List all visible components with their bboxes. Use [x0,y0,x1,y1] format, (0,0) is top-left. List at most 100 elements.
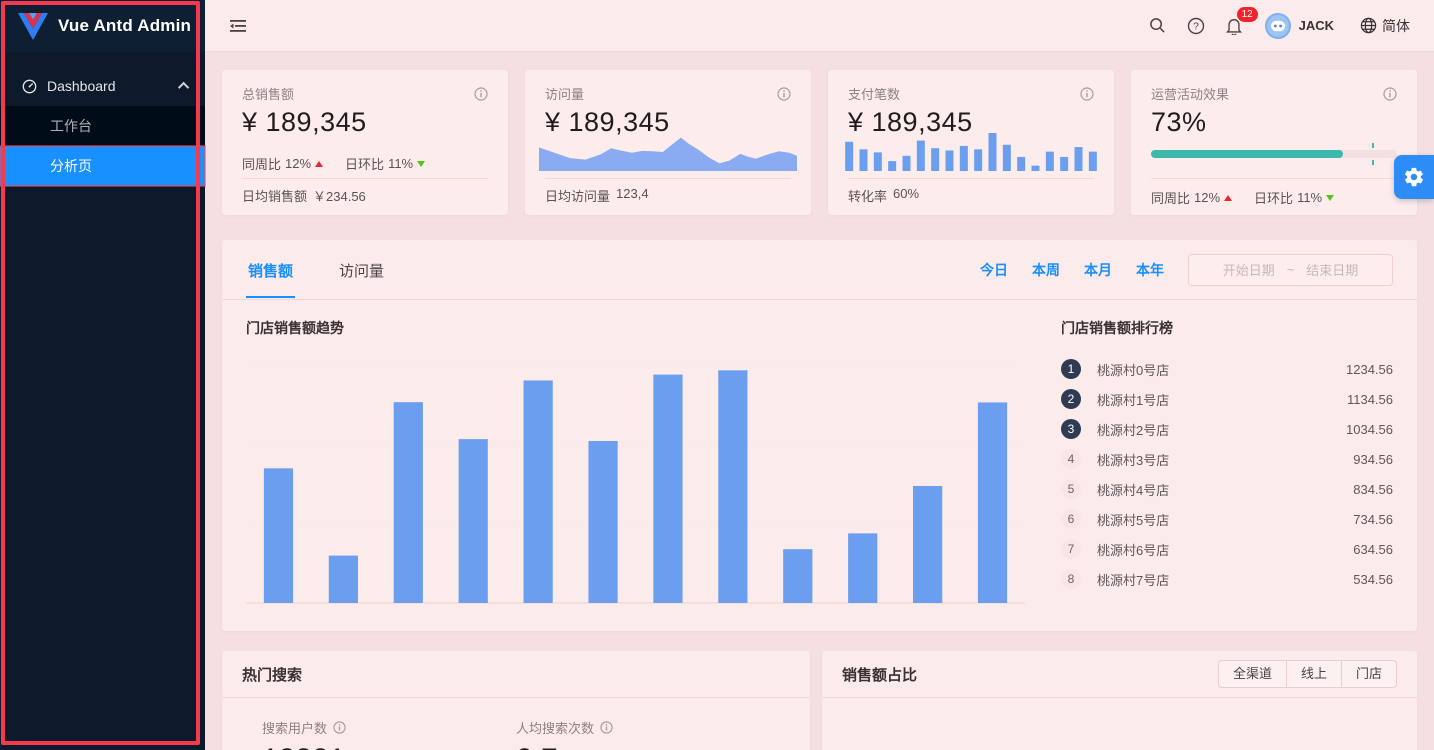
bar [523,380,553,603]
bar [959,145,968,171]
stat-title: 支付笔数 [848,87,901,102]
info-icon[interactable] [1383,86,1397,101]
bar [988,133,997,171]
info-icon[interactable] [333,721,346,734]
sidebar-item-label: Dashboard [47,78,116,94]
language-switcher[interactable]: 简体 [1346,16,1410,36]
sidebar: Vue Antd Admin Dashboard 工作台 分析页 [0,0,206,750]
stats-row: 总销售额 ¥ 189,345 同周比 12% 日环比 11% [222,70,1417,215]
stat-footer: 转化率 60% [848,186,920,204]
theme-settings-button[interactable] [1394,155,1434,199]
notification-badge: 12 [1236,6,1258,22]
bar [588,440,618,603]
list-item: 7 桃源村6号店 634.56 [1061,534,1393,564]
stat-card-activity-effect: 运营活动效果 73% 同周比 12% [1131,70,1417,215]
info-icon[interactable] [777,86,791,101]
ranking-list: 1 桃源村0号店 1234.56 2 桃源村1号店 1134.56 3 桃源村2号店 103… [1061,354,1393,594]
bar [1074,147,1083,171]
bar [1045,151,1054,171]
sidebar-item-analysis[interactable]: 分析页 [0,145,206,187]
globe-icon [1360,17,1377,34]
store-sales-bar-chart [246,361,1025,604]
channel-store-button[interactable]: 门店 [1341,660,1397,688]
date-range-picker[interactable]: 开始日期 ~ 结束日期 [1188,253,1393,286]
range-week[interactable]: 本周 [1032,261,1060,278]
help-icon[interactable]: ? [1177,0,1215,52]
info-icon[interactable] [600,721,613,734]
stat-value: ¥ 189,345 [545,107,670,137]
bar [848,533,878,603]
bar [458,439,488,603]
bar [783,549,813,603]
stat-value: ¥ 189,345 [242,107,367,137]
range-year[interactable]: 本年 [1136,261,1164,278]
sidebar-menu: Dashboard 工作台 分析页 [0,66,206,187]
sidebar-item-dashboard[interactable]: Dashboard [0,66,205,106]
tab-sales[interactable]: 销售额 [246,242,296,298]
bar [916,140,925,171]
metric-search-per-user: 人均搜索次数 2.7 71.2 [516,718,770,750]
bar [931,148,940,171]
stat-title: 运营活动效果 [1151,87,1230,102]
dashboard-icon [22,79,37,93]
hot-search-panel: 热门搜索 搜索用户数 12321 [222,651,810,750]
caret-up-icon [1224,194,1233,201]
stat-title: 访问量 [545,87,585,102]
bar [974,149,983,171]
avatar [1264,12,1291,39]
caret-down-icon [417,160,426,167]
list-item: 6 桃源村5号店 734.56 [1061,504,1393,534]
stat-footer: 日均访问量 123,4 [545,186,649,204]
bar [977,402,1008,603]
date-separator: ~ [1286,262,1295,277]
list-item: 1 桃源村0号店 1234.56 [1061,354,1393,384]
menu-fold-icon[interactable] [229,17,247,35]
ranking-panel: 门店销售额排行榜 1 桃源村0号店 1234.56 2 桃源村1号店 1134.56 3… [1061,318,1393,618]
bar [873,152,882,171]
range-month[interactable]: 本月 [1084,261,1112,278]
trend-week: 同周比 12% [1151,188,1233,207]
app-title: Vue Antd Admin [58,16,192,35]
trend-day: 日环比 11% [345,154,426,173]
channel-all-button[interactable]: 全渠道 [1217,660,1287,688]
bar [328,555,358,603]
divider [545,178,791,179]
channel-online-button[interactable]: 线上 [1286,660,1342,688]
stat-value: ¥ 189,345 [848,107,973,137]
list-item: 3 桃源村2号店 1034.56 [1061,414,1393,444]
sidebar-item-workbench[interactable]: 工作台 [50,118,92,134]
info-icon[interactable] [1080,86,1094,101]
stat-footer: 日均销售额 ￥234.56 [242,189,366,204]
search-icon[interactable] [1139,0,1177,52]
bottom-row: 热门搜索 搜索用户数 12321 [222,651,1417,750]
range-today[interactable]: 今日 [980,261,1008,278]
sales-ratio-title: 销售额占比 [842,666,918,684]
sales-panel: 销售额 访问量 今日 本周 本月 本年 开始日期 ~ 结束日期 门店销售额趋势 [222,240,1417,631]
list-item: 4 桃源村3号店 934.56 [1061,444,1393,474]
tab-visits[interactable]: 访问量 [339,263,385,280]
vue-logo-icon [18,12,48,40]
bar [913,485,943,603]
bar [1002,144,1011,171]
area-fill [539,137,797,171]
end-date-placeholder: 结束日期 [1306,263,1359,278]
gear-icon [1404,167,1423,187]
info-icon[interactable] [474,86,488,101]
sidebar-submenu: 工作台 分析页 [0,106,206,187]
list-item: 8 桃源村7号店 534.56 [1061,564,1393,594]
tabs-bar: 销售额 访问量 今日 本周 本月 本年 开始日期 ~ 结束日期 [222,240,1417,300]
bar [1088,151,1097,171]
bar [718,370,748,603]
bar [263,468,294,603]
app-logo[interactable]: Vue Antd Admin [0,0,205,52]
notification-bell-icon[interactable]: 12 [1215,0,1258,52]
user-menu[interactable]: JACK [1253,12,1346,39]
list-item: 2 桃源村1号店 1134.56 [1061,384,1393,414]
user-name: JACK [1298,18,1334,33]
stat-card-payments: 支付笔数 ¥ 189,345 转化率 60% [828,70,1114,215]
sales-panel-body: 门店销售额趋势 门店销售额排行榜 1 桃源村0号店 1234.56 2 桃源村1号店 1… [222,300,1417,618]
topbar: ? 12 JACK 简体 [205,0,1434,52]
caret-up-icon [315,160,324,167]
divider [1151,178,1397,179]
